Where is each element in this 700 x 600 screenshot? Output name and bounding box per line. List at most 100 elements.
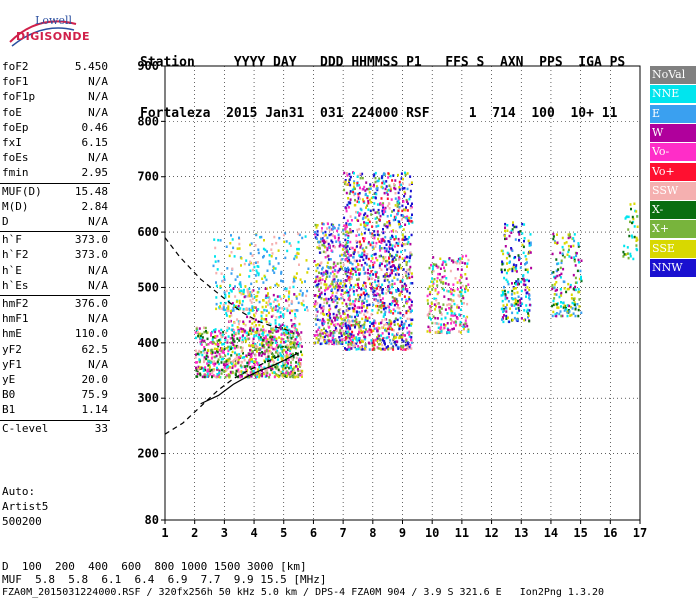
echo-point	[369, 282, 372, 286]
echo-point	[402, 182, 404, 185]
echo-point	[233, 359, 236, 362]
echo-point	[332, 334, 335, 337]
echo-point	[454, 320, 457, 323]
echo-point	[334, 281, 337, 285]
echo-point	[385, 247, 388, 251]
echo-point	[328, 245, 331, 248]
echo-point	[231, 238, 234, 241]
echo-point	[358, 214, 361, 217]
param-value: N/A	[88, 105, 108, 119]
echo-point	[408, 271, 411, 274]
echo-point	[361, 317, 364, 321]
echo-point	[289, 333, 292, 336]
echo-point	[376, 216, 378, 219]
echo-point	[405, 339, 408, 342]
echo-point	[450, 304, 453, 308]
echo-point	[194, 349, 197, 352]
echo-point	[392, 312, 395, 315]
echo-point	[270, 338, 273, 341]
echo-point	[323, 271, 326, 275]
echo-point	[290, 354, 292, 358]
echo-point	[264, 305, 267, 308]
echo-point	[354, 298, 357, 301]
echo-point	[376, 186, 379, 190]
echo-point	[209, 361, 212, 364]
echo-point	[372, 290, 375, 294]
param-value: N/A	[88, 90, 108, 104]
echo-point	[203, 375, 206, 379]
echo-point	[324, 233, 327, 237]
echo-point	[214, 328, 217, 331]
echo-point	[216, 268, 219, 271]
echo-point	[440, 278, 443, 282]
echo-point	[296, 340, 299, 344]
echo-point	[352, 185, 355, 188]
echo-point	[528, 242, 531, 245]
echo-point	[347, 343, 350, 346]
echo-point	[398, 205, 401, 209]
echo-point	[211, 352, 214, 356]
echo-point	[433, 263, 436, 267]
echo-point	[525, 258, 528, 261]
echo-point	[331, 291, 334, 294]
echo-point	[368, 241, 370, 244]
echo-point	[388, 184, 391, 187]
echo-point	[313, 294, 316, 297]
echo-point	[504, 295, 507, 298]
param-row: h`E N/A	[2, 264, 108, 279]
echo-point	[347, 334, 349, 338]
echo-point	[389, 325, 392, 328]
echo-point	[344, 322, 347, 325]
echo-point	[575, 254, 578, 258]
echo-point	[464, 322, 467, 325]
echo-point	[356, 245, 358, 248]
echo-point	[449, 290, 452, 294]
echo-point	[375, 221, 378, 224]
y-tick-label: 200	[137, 447, 159, 461]
echo-point	[275, 316, 278, 319]
echo-point	[258, 287, 261, 290]
echo-point	[294, 317, 297, 320]
echo-point	[382, 239, 385, 242]
echo-point	[203, 356, 206, 359]
echo-point	[349, 201, 352, 205]
echo-point	[512, 263, 515, 266]
echo-point	[332, 278, 335, 282]
echo-point	[388, 257, 390, 260]
param-value: 62.5	[81, 342, 109, 356]
echo-point	[319, 240, 322, 244]
echo-point	[381, 343, 384, 347]
echo-point	[277, 351, 280, 355]
echo-point	[403, 195, 406, 198]
echo-point	[262, 299, 265, 302]
legend-item: SSE	[650, 239, 696, 258]
echo-point	[408, 197, 411, 201]
echo-point	[316, 246, 319, 249]
param-row: B1 1.14	[2, 403, 108, 418]
echo-point	[241, 346, 244, 350]
echo-point	[275, 337, 278, 340]
echo-point	[459, 320, 462, 324]
echo-point	[448, 307, 451, 310]
echo-point	[203, 373, 206, 377]
echo-point	[320, 342, 323, 345]
echo-point	[388, 306, 391, 309]
echo-point	[394, 218, 397, 221]
echo-point	[213, 364, 216, 367]
echo-point	[230, 311, 232, 314]
echo-point	[560, 314, 563, 318]
echo-point	[371, 232, 374, 235]
echo-point	[392, 348, 395, 351]
echo-point	[300, 373, 303, 376]
echo-point	[381, 291, 384, 295]
echo-point	[382, 257, 385, 261]
echo-point	[256, 291, 259, 294]
echo-point	[525, 292, 528, 295]
legend-item: NoVal	[650, 66, 696, 84]
echo-point	[351, 341, 354, 344]
echo-point	[397, 273, 400, 276]
echo-point	[203, 360, 205, 364]
echo-point	[323, 327, 325, 330]
echo-point	[518, 239, 520, 242]
echo-point	[348, 294, 351, 297]
